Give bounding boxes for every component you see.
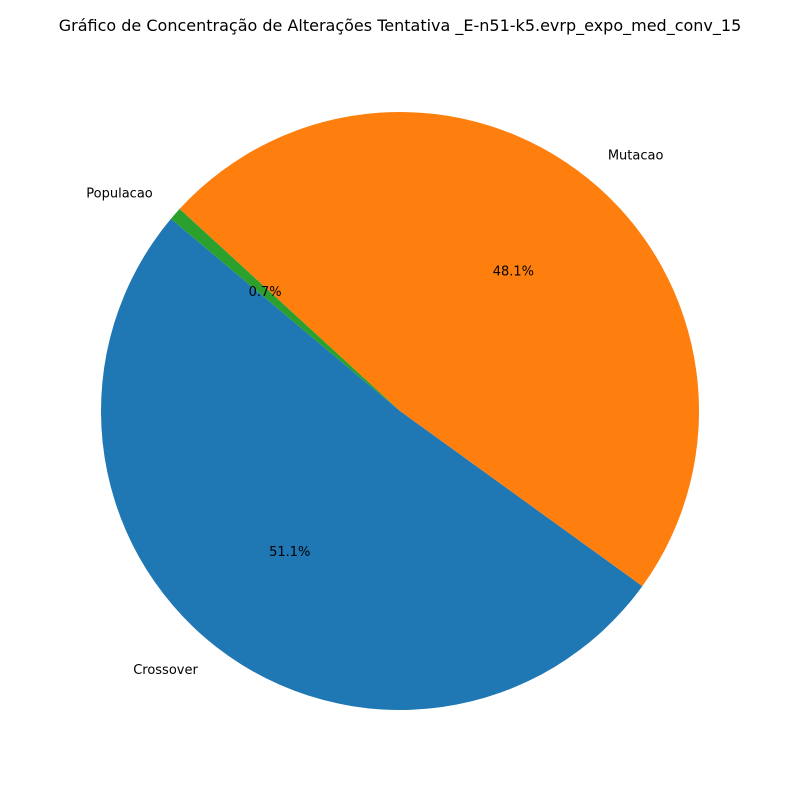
slice-label-populacao: Populacao — [86, 187, 153, 202]
pie-slice-populacao — [170, 208, 400, 411]
pie-slice-mutacao — [179, 111, 700, 587]
pie-slice-crossover — [100, 218, 643, 711]
percent-label-mutacao: 48.1% — [493, 264, 534, 279]
slice-label-mutacao: Mutacao — [608, 149, 664, 164]
chart-title: Gráfico de Concentração de Alterações Te… — [58, 16, 742, 35]
percent-label-populacao: 0.7% — [249, 285, 282, 300]
slice-label-crossover: Crossover — [133, 663, 198, 678]
pie-slices — [100, 111, 700, 711]
percent-label-crossover: 51.1% — [269, 545, 310, 560]
pie-labels: Crossover 51.1% Mutacao 48.1% Populacao 0.7% — [86, 149, 663, 678]
